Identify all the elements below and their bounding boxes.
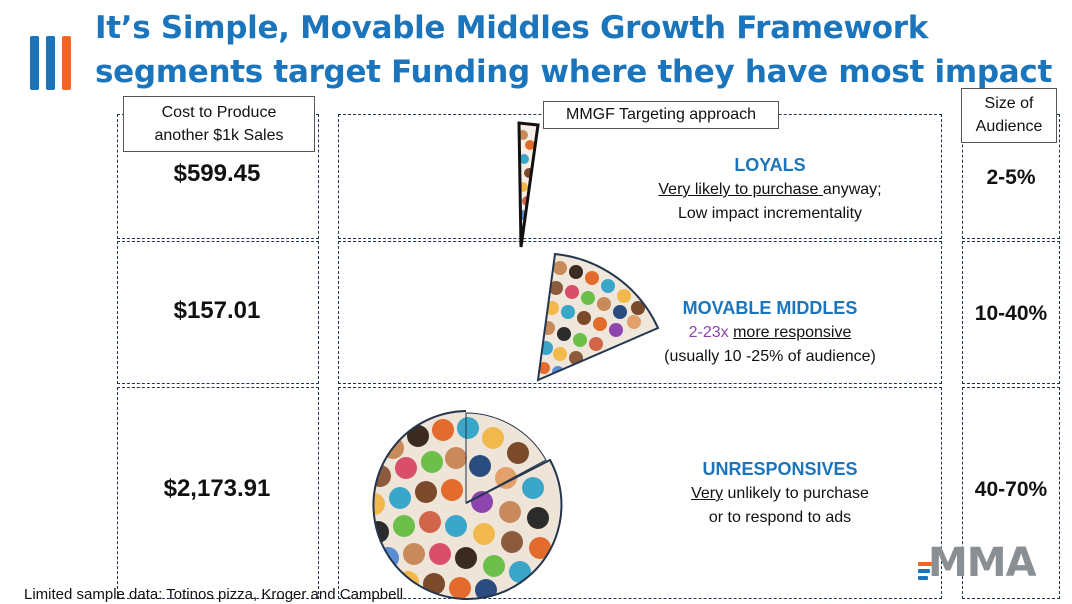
segment-text-movable: MOVABLE MIDDLES 2-23x more responsive (u… <box>620 295 920 369</box>
segment-desc2-loyals: Low impact incrementality <box>677 205 863 222</box>
crowd-wedge-movable-middles <box>536 252 660 382</box>
cost-value-loyals: $599.45 <box>173 160 261 187</box>
size-header-line-1: Size of <box>984 95 1034 112</box>
mma-logo: MMA <box>918 540 1048 588</box>
segment-name-loyals: LOYALS <box>734 155 806 175</box>
targeting-header: MMGF Targeting approach <box>543 101 779 129</box>
cost-box-movable <box>117 241 319 384</box>
title-line-1: It’s Simple, Movable Middles Growth Fram… <box>95 10 929 46</box>
size-value-loyals: 2-5% <box>986 166 1036 189</box>
cost-value-unresponsive: $2,173.91 <box>163 475 271 502</box>
mma-wordmark: MMA <box>928 540 1037 586</box>
segment-desc1-underlined-movable: more responsive <box>733 324 852 341</box>
page-title: It’s Simple, Movable Middles Growth Fram… <box>95 6 1055 94</box>
segment-desc1-underlined-unresponsive: Very <box>691 485 724 502</box>
cost-box-unresponsive <box>117 387 319 599</box>
title-line-2: segments target Funding where they have … <box>95 54 1052 90</box>
size-header-line-2: Audience <box>975 118 1043 135</box>
segment-text-unresponsive: UNRESPONSIVES Very unlikely to purchase … <box>630 456 930 530</box>
bars-logo-icon <box>30 36 74 90</box>
segment-desc1-rest-loyals: anyway; <box>822 181 882 198</box>
size-box-unresponsive <box>962 387 1060 599</box>
segment-name-movable: MOVABLE MIDDLES <box>682 298 858 318</box>
size-value-movable: 10-40% <box>974 302 1048 325</box>
segment-desc1-unresponsive: Very unlikely to purchase <box>630 482 930 506</box>
cost-value-movable: $157.01 <box>173 297 261 324</box>
cost-header: Cost to Produce another $1k Sales <box>123 96 315 152</box>
segment-desc1-movable: 2-23x more responsive <box>620 321 920 345</box>
segment-box-movable <box>338 241 942 384</box>
segment-name-unresponsive: UNRESPONSIVES <box>702 459 858 479</box>
segment-text-loyals: LOYALS Very likely to purchase anyway; L… <box>620 152 920 226</box>
segment-desc2-movable: (usually 10 -25% of audience) <box>664 348 876 365</box>
footer-note: Limited sample data: Totinos pizza, Krog… <box>24 586 404 603</box>
size-box-movable <box>962 241 1060 384</box>
size-header: Size of Audience <box>961 88 1057 143</box>
segment-desc2-unresponsive: or to respond to ads <box>708 509 852 526</box>
segment-box-unresponsive <box>338 387 942 599</box>
size-value-unresponsive: 40-70% <box>974 478 1048 501</box>
segment-desc1-underlined-loyals: Very likely to purchase <box>658 181 823 198</box>
segment-desc1-rest-unresponsive: unlikely to purchase <box>723 485 869 502</box>
cost-header-line-2: another $1k Sales <box>154 127 284 144</box>
crowd-wedge-loyals <box>517 121 540 248</box>
segment-desc1-multiplier-movable: 2-23x <box>688 324 734 341</box>
crowd-pie-unresponsives <box>372 410 563 600</box>
cost-header-line-1: Cost to Produce <box>161 104 277 121</box>
segment-desc1-loyals: Very likely to purchase anyway; <box>620 178 920 202</box>
